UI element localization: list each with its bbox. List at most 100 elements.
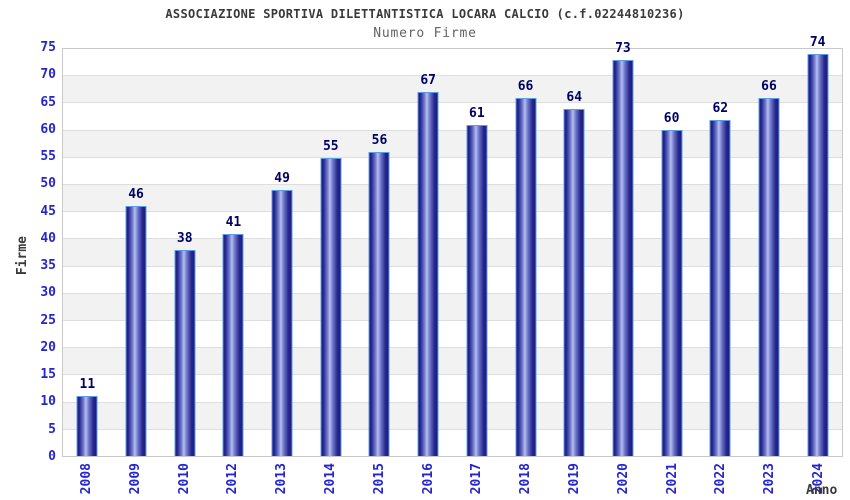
bar-slot: 66	[501, 49, 550, 456]
bar-value-label: 41	[225, 214, 242, 230]
x-label-slot: 2008	[62, 463, 111, 499]
y-tick-label: 70	[40, 67, 56, 83]
bar-value-label: 66	[761, 78, 777, 94]
bar	[758, 97, 780, 456]
bar-value-label: 64	[566, 89, 583, 105]
bar-value-label: 38	[176, 230, 193, 246]
bar-value-label: 11	[79, 377, 96, 393]
x-label-slot: 2010	[160, 463, 209, 499]
x-tick-label: 2021	[664, 463, 680, 495]
x-tick-label: 2012	[225, 463, 241, 495]
chart-subtitle: Numero Firme	[373, 26, 477, 41]
x-tick-label: 2009	[127, 463, 143, 495]
bar-slot: 67	[404, 49, 453, 456]
x-tick-label: 2010	[176, 463, 192, 495]
bar-slot: 41	[209, 49, 258, 456]
bar-value-label: 74	[809, 35, 826, 51]
bar	[174, 249, 196, 456]
bar-value-label: 73	[615, 40, 631, 56]
bar-value-label: 49	[274, 171, 290, 187]
bar	[515, 97, 537, 456]
x-label-slot: 2014	[306, 463, 355, 499]
bar-slot: 64	[550, 49, 599, 456]
bar-value-label: 55	[322, 138, 339, 154]
x-label-slot: 2022	[697, 463, 746, 499]
bar-slot: 73	[599, 41, 648, 456]
y-tick-label: 10	[40, 394, 56, 410]
y-tick-label: 5	[48, 421, 56, 437]
y-tick-label: 20	[40, 339, 56, 355]
y-tick-label: 40	[40, 230, 56, 246]
x-label-slot: 2021	[648, 463, 697, 499]
x-label-slot: 2009	[111, 463, 160, 499]
y-tick-label: 65	[40, 94, 56, 110]
chart-title: ASSOCIAZIONE SPORTIVA DILETTANTISTICA LO…	[165, 7, 685, 21]
bar	[125, 206, 147, 456]
bar	[222, 233, 244, 456]
y-tick-label: 25	[40, 312, 56, 328]
x-label-slot: 2015	[355, 463, 404, 499]
x-tick-label: 2022	[713, 463, 729, 495]
x-tick-label: 2014	[322, 463, 338, 495]
bar-slot: 11	[63, 49, 112, 456]
bar-slot: 56	[355, 49, 404, 456]
bar-slot: 38	[160, 49, 209, 456]
x-label-slot: 2023	[745, 463, 794, 499]
bar	[271, 190, 293, 456]
x-tick-labels: 2008 2009 2010 2012 2013 2014 2015 2016 2017 2018…	[62, 463, 843, 499]
x-tick-label: 2020	[615, 463, 631, 495]
bar	[563, 108, 585, 456]
plot-area: 11 46 38 41 49 55 56 67 61 66 64 73 60 62 66 74	[62, 35, 843, 457]
y-tick-label: 15	[40, 367, 56, 383]
x-tick-label: 2008	[78, 463, 94, 495]
bar	[807, 54, 829, 456]
bar-value-label: 56	[371, 133, 388, 149]
y-tick-label: 60	[40, 121, 56, 137]
x-axis-label: Anno	[806, 483, 838, 498]
bar-slot: 66	[745, 49, 794, 456]
y-tick-label: 30	[40, 285, 56, 301]
x-tick-label: 2013	[274, 463, 290, 495]
plot-stripe	[63, 49, 842, 76]
x-label-slot: 2018	[501, 463, 550, 499]
x-label-slot: 2016	[404, 463, 453, 499]
bar-value-label: 66	[517, 78, 534, 94]
y-tick-label: 50	[40, 176, 56, 192]
y-tick-label: 0	[48, 449, 56, 464]
bar-value-label: 46	[128, 187, 144, 203]
bar	[320, 157, 342, 456]
bar	[612, 59, 634, 456]
bar	[661, 130, 683, 456]
bar	[76, 396, 98, 456]
y-tick-label: 75	[40, 40, 56, 55]
bar-value-label: 61	[469, 105, 485, 121]
bar-value-label: 60	[663, 111, 680, 127]
plot-stripe	[63, 75, 842, 103]
x-label-slot: 2012	[208, 463, 257, 499]
x-label-slot: 2020	[599, 463, 648, 499]
y-tick-label: 45	[40, 203, 56, 219]
bar	[466, 124, 488, 456]
bar-slot: 62	[696, 49, 745, 456]
bar	[709, 119, 731, 456]
bar-slot: 74	[793, 35, 842, 456]
x-tick-label: 2018	[518, 463, 534, 495]
x-tick-label: 2015	[371, 463, 387, 495]
x-label-slot: 2017	[453, 463, 502, 499]
x-label-slot: 2019	[550, 463, 599, 499]
bar-value-label: 67	[420, 73, 436, 89]
y-tick-label: 55	[40, 149, 56, 165]
x-tick-label: 2023	[762, 463, 778, 495]
x-label-slot: 2013	[257, 463, 306, 499]
bar-slot: 49	[258, 49, 307, 456]
bar	[417, 92, 439, 456]
x-tick-label: 2019	[567, 463, 583, 495]
bar-slot: 60	[647, 49, 696, 456]
bar-value-label: 62	[712, 100, 729, 116]
x-tick-label: 2016	[420, 463, 436, 495]
bar-slot: 55	[306, 49, 355, 456]
bar-slot: 61	[453, 49, 502, 456]
bars-container: 11 46 38 41 49 55 56 67 61 66 64 73 60 62 66 74	[63, 35, 842, 456]
x-tick-label: 2017	[469, 463, 485, 495]
